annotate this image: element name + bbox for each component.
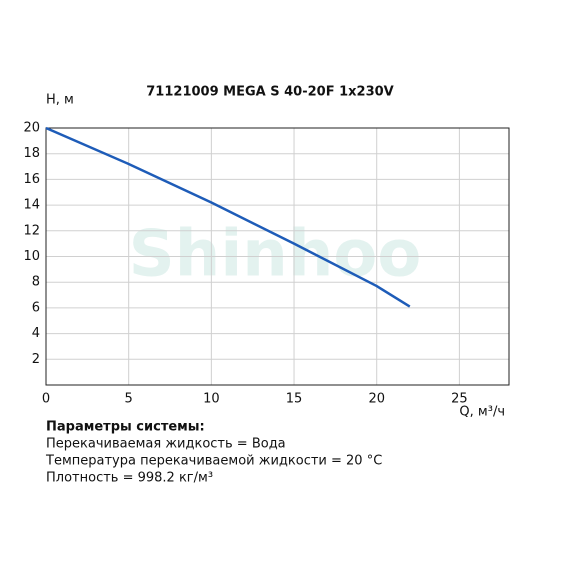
note: Плотность = 998.2 кг/м³	[46, 471, 213, 486]
y-tick-label: 12	[23, 223, 40, 238]
y-tick-label: 16	[23, 172, 40, 187]
x-tick-label: 25	[451, 392, 468, 407]
y-tick-label: 8	[32, 275, 40, 290]
x-tick-label: 0	[42, 392, 50, 407]
x-tick-label: 20	[368, 392, 385, 407]
y-tick-label: 14	[23, 198, 40, 213]
note: Температура перекачиваемой жидкости = 20…	[45, 454, 382, 469]
y-tick-label: 10	[23, 249, 40, 264]
x-axis-label: Q, м³/ч	[459, 405, 505, 420]
y-axis-label: H, м	[46, 93, 74, 108]
y-tick-label: 18	[23, 146, 40, 161]
watermark: Shinhoo	[129, 218, 422, 292]
y-tick-label: 4	[32, 326, 40, 341]
chart-title: 71121009 MEGA S 40-20F 1x230V	[146, 85, 393, 100]
y-tick-label: 20	[23, 121, 40, 136]
curve	[45, 126, 411, 308]
x-tick-label: 5	[125, 392, 133, 407]
plot-frame	[45, 127, 510, 386]
note: Параметры системы:	[46, 420, 205, 435]
x-tick-label: 10	[203, 392, 220, 407]
y-tick-label: 2	[32, 352, 40, 367]
y-tick-label: 6	[32, 300, 40, 315]
note: Перекачиваемая жидкость = Вода	[46, 437, 286, 452]
x-tick-label: 15	[286, 392, 303, 407]
